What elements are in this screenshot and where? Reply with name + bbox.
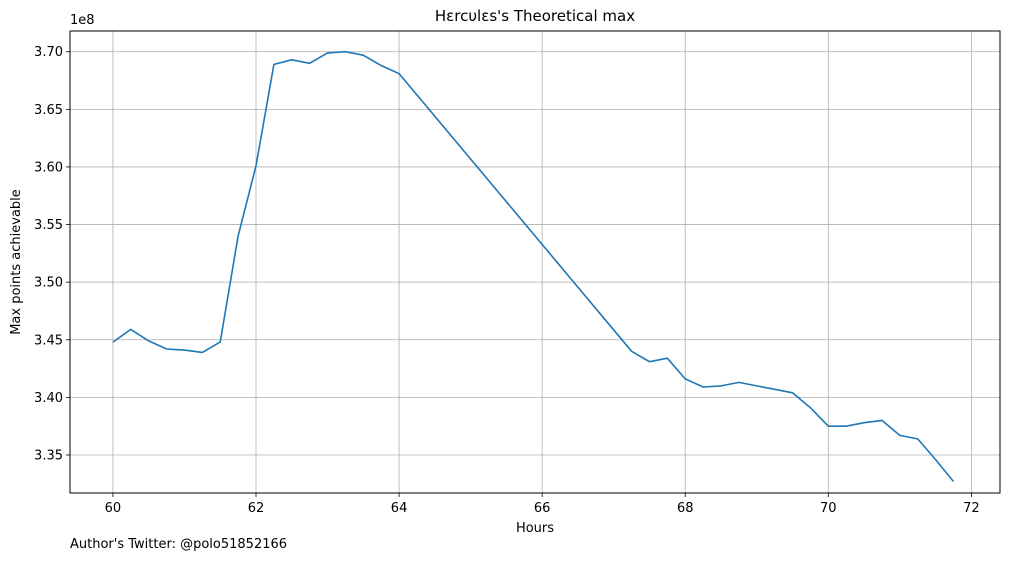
x-axis-label: Hours: [516, 521, 554, 536]
y-tick-label: 3.55: [34, 218, 63, 233]
series-layer: [112, 50, 955, 483]
y-tick-label: 3.35: [34, 448, 63, 463]
grid-lines: [70, 31, 1000, 493]
y-axis-label: Max points achievable: [9, 189, 24, 335]
y-tick-label: 3.50: [34, 276, 63, 291]
y-tick-label: 3.60: [34, 160, 63, 175]
y-tick-label: 3.65: [34, 103, 63, 118]
x-tick-label: 68: [677, 501, 694, 516]
series-line: [112, 50, 955, 483]
x-tick-label: 62: [248, 501, 265, 516]
x-tick-label: 66: [534, 501, 551, 516]
x-tick-label: 70: [820, 501, 837, 516]
y-tick-label: 3.40: [34, 391, 63, 406]
axis-ticks: 60 62 64 66 68 70 72 3.35 3.40 3.45 3.50 3.55 3.60 3.…: [34, 45, 980, 516]
x-tick-label: 60: [105, 501, 122, 516]
plot-frame: [69, 30, 1001, 494]
y-tick-label: 3.70: [34, 45, 63, 60]
author-credit: Author's Twitter: @polo51852166: [70, 537, 288, 552]
y-tick-label: 3.45: [34, 333, 63, 348]
chart-title: Hɛrcυlɛs's Theoretical max: [435, 7, 635, 25]
x-tick-label: 64: [391, 501, 408, 516]
y-offset-label: 1e8: [70, 13, 95, 28]
x-tick-label: 72: [963, 501, 980, 516]
